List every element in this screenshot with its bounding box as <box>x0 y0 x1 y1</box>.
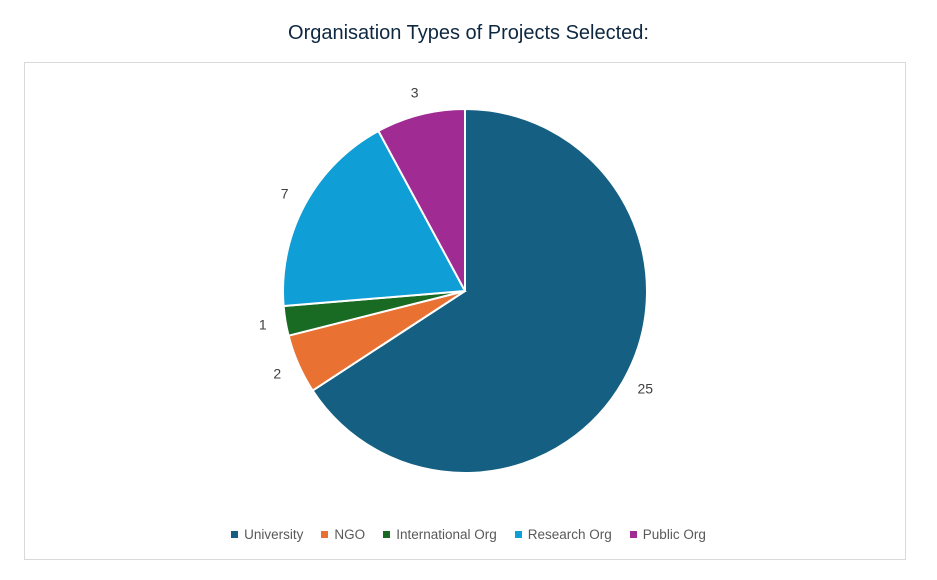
chart-frame <box>24 62 906 560</box>
data-label: 7 <box>281 185 289 201</box>
legend-swatch <box>231 531 239 538</box>
legend-label: NGO <box>334 527 366 542</box>
legend-label: University <box>244 527 304 542</box>
legend-item: Research Org <box>514 527 612 542</box>
legend-item: University <box>231 527 303 542</box>
legend-label: Research Org <box>527 527 612 542</box>
slice-public-org <box>377 107 466 292</box>
legend: University NGO International Org Research O… <box>0 527 937 542</box>
data-label: 1 <box>259 317 267 333</box>
chart-title: Organisation Types of Projects Selected: <box>288 22 649 44</box>
legend-item: Public Org <box>629 527 706 542</box>
legend-swatch <box>514 531 522 538</box>
slice-university <box>311 107 648 474</box>
legend-label: Public Org <box>642 527 706 542</box>
legend-swatch <box>383 531 391 538</box>
legend-swatch <box>321 531 329 538</box>
data-label: 3 <box>411 84 419 100</box>
data-label: 25 <box>638 381 654 397</box>
data-label: 2 <box>273 365 281 381</box>
slice-research-org <box>282 129 467 308</box>
legend-label: International Org <box>396 527 497 542</box>
legend-swatch <box>629 531 637 538</box>
legend-item: International Org <box>383 527 497 542</box>
legend-item: NGO <box>321 527 365 542</box>
